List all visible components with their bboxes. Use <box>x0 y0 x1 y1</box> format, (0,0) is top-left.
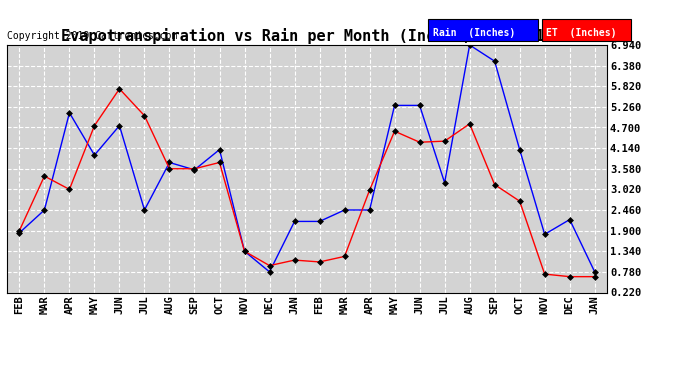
Text: Rain  (Inches): Rain (Inches) <box>433 28 515 38</box>
Text: ET  (Inches): ET (Inches) <box>546 28 617 38</box>
Title: Evapotranspiration vs Rain per Month (Inches) 20190215: Evapotranspiration vs Rain per Month (In… <box>61 28 553 44</box>
Text: Copyright 2019 Cartronics.com: Copyright 2019 Cartronics.com <box>7 32 177 41</box>
